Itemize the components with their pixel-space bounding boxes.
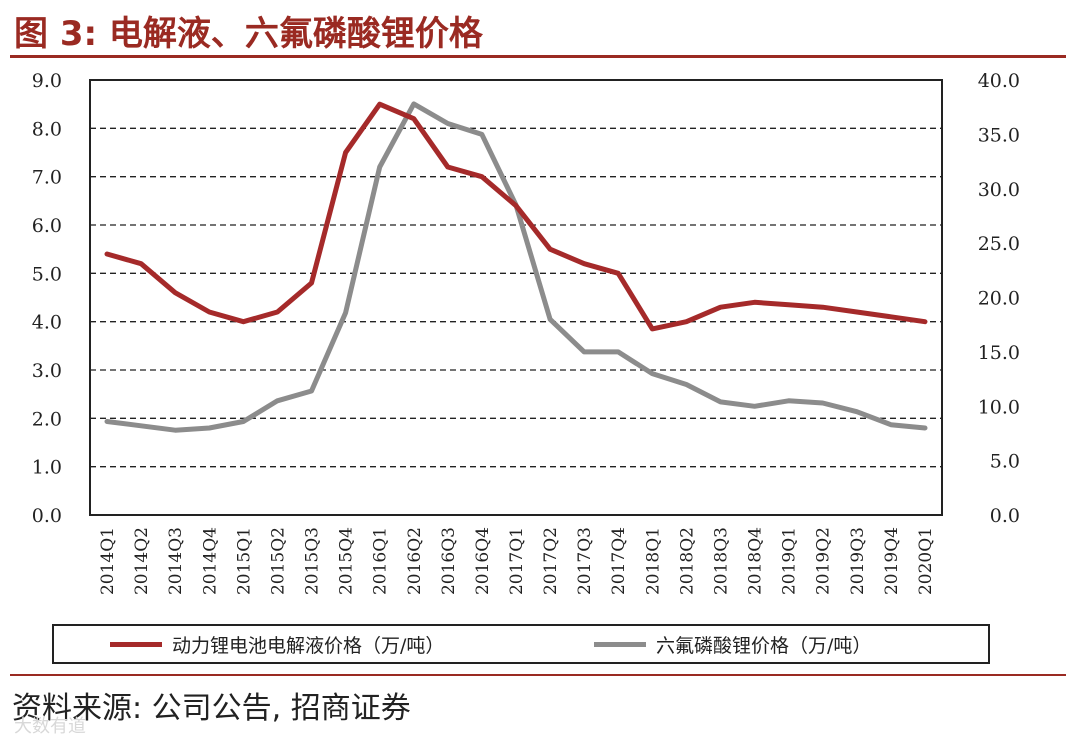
right-tick-label: 40.0 (978, 70, 1020, 92)
x-tick-label: 2016Q2 (405, 527, 425, 595)
x-tick-label: 2014Q1 (98, 527, 118, 595)
x-axis-ticks: 2014Q1 2014Q2 2014Q3 2014Q4 2015Q1 2015Q2 2015… (98, 527, 936, 595)
grid-lines (90, 127, 942, 468)
series-lines (104, 101, 928, 433)
x-tick-label: 2017Q1 (507, 527, 527, 595)
legend-swatch-electrolyte (110, 641, 162, 647)
right-tick-label: 0.0 (990, 505, 1020, 527)
x-tick-label: 2015Q2 (268, 527, 288, 595)
x-tick-label: 2018Q4 (746, 527, 766, 595)
left-tick-label: 1.0 (32, 457, 62, 479)
x-tick-label: 2015Q1 (234, 527, 254, 595)
right-tick-label: 35.0 (978, 124, 1020, 146)
left-tick-label: 4.0 (32, 312, 62, 334)
x-tick-label: 2015Q4 (337, 527, 357, 595)
x-tick-label: 2019Q2 (814, 527, 834, 595)
x-tick-label: 2014Q4 (200, 527, 220, 595)
right-tick-label: 5.0 (990, 451, 1020, 473)
x-tick-label: 2018Q2 (677, 527, 697, 595)
figure-title: 图 3: 电解液、六氟磷酸锂价格 (14, 14, 483, 54)
legend-label-electrolyte: 动力锂电池电解液价格（万/吨） (172, 634, 445, 657)
right-tick-label: 20.0 (978, 288, 1020, 310)
left-tick-label: 2.0 (32, 408, 62, 430)
left-tick-label: 3.0 (32, 360, 62, 382)
x-tick-label: 2019Q3 (848, 527, 868, 595)
x-tick-label: 2015Q3 (303, 527, 323, 595)
legend-item-lipf6: 六氟磷酸锂价格（万/吨） (594, 626, 871, 662)
line-chart: 0.0 1.0 2.0 3.0 4.0 5.0 6.0 7.0 8.0 9.0 0.0 5.0 10.… (32, 70, 1020, 595)
x-tick-label: 2017Q2 (541, 527, 561, 595)
left-tick-label: 0.0 (32, 505, 62, 527)
legend-label-lipf6: 六氟磷酸锂价格（万/吨） (656, 634, 872, 657)
right-axis-ticks: 0.0 5.0 10.0 15.0 20.0 25.0 30.0 35.0 40.0 (978, 70, 1020, 527)
x-tick-label: 2019Q1 (780, 527, 800, 595)
x-tick-label: 2014Q2 (132, 527, 152, 595)
x-tick-label: 2014Q3 (166, 527, 186, 595)
footer-rule (10, 674, 1066, 676)
x-tick-label: 2016Q4 (473, 527, 493, 595)
legend-item-electrolyte: 动力锂电池电解液价格（万/吨） (110, 626, 444, 662)
series-line-1 (104, 101, 928, 332)
left-tick-label: 7.0 (32, 167, 62, 189)
left-tick-label: 8.0 (32, 118, 62, 140)
x-tick-label: 2016Q1 (371, 527, 391, 595)
x-tick-label: 2020Q1 (916, 527, 936, 595)
legend-swatch-lipf6 (594, 641, 646, 647)
right-tick-label: 15.0 (978, 342, 1020, 364)
x-tick-label: 2018Q1 (643, 527, 663, 595)
plot-frame (89, 79, 943, 516)
left-tick-label: 6.0 (32, 215, 62, 237)
right-tick-label: 30.0 (978, 179, 1020, 201)
left-axis-ticks: 0.0 1.0 2.0 3.0 4.0 5.0 6.0 7.0 8.0 9.0 (32, 70, 62, 527)
right-tick-label: 25.0 (978, 233, 1020, 255)
source-note: 资料来源: 公司公告, 招商证券 (12, 691, 411, 726)
right-tick-label: 10.0 (978, 396, 1020, 418)
x-tick-label: 2017Q4 (609, 527, 629, 595)
watermark: 大数有道 (14, 716, 86, 737)
series-line-2 (104, 101, 928, 433)
title-rule (10, 55, 1066, 58)
x-tick-label: 2017Q3 (575, 527, 595, 595)
x-tick-label: 2016Q3 (439, 527, 459, 595)
x-tick-label: 2019Q4 (882, 527, 902, 595)
left-tick-label: 5.0 (32, 263, 62, 285)
x-tick-label: 2018Q3 (711, 527, 731, 595)
left-tick-label: 9.0 (32, 70, 62, 92)
legend: 动力锂电池电解液价格（万/吨） 六氟磷酸锂价格（万/吨） (52, 624, 990, 664)
